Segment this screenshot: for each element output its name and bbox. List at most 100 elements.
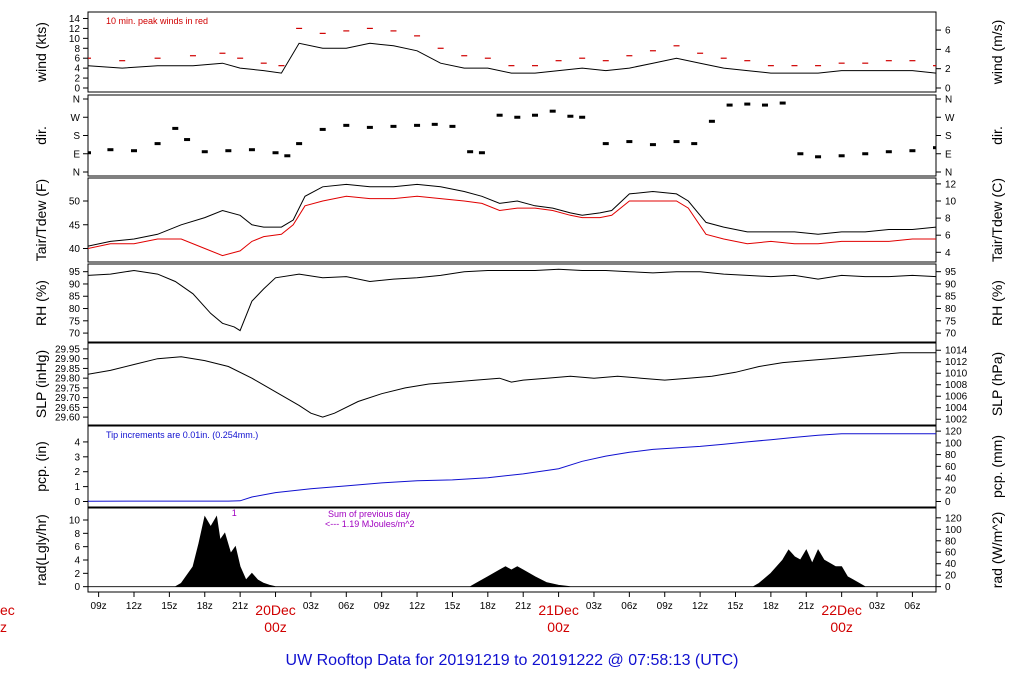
dir-dash bbox=[838, 154, 845, 158]
rad-right-tick-label: 120 bbox=[945, 513, 962, 524]
dir-left-tick-label: N bbox=[73, 95, 80, 106]
wind-series-group bbox=[88, 27, 936, 74]
rh-right-tick-label: 70 bbox=[945, 329, 957, 340]
chart-title: UW Rooftop Data for 20191219 to 20191222… bbox=[286, 652, 739, 669]
wind-right-tick-label: 4 bbox=[945, 45, 951, 56]
dir-left-tick-label: E bbox=[73, 149, 80, 160]
rad-annotation-line2: <--- 1.19 MJoules/m^2 bbox=[325, 519, 415, 529]
slp-left-tick-label: 29.65 bbox=[55, 403, 80, 414]
dir-dash bbox=[744, 102, 751, 106]
dir-dash bbox=[272, 151, 279, 155]
dir-left-tick-label: N bbox=[73, 168, 80, 179]
x-tick-label: 06z bbox=[904, 601, 920, 612]
dir-dash bbox=[761, 103, 768, 107]
dir-dash bbox=[602, 142, 609, 146]
x-tick-label: 21z bbox=[515, 601, 531, 612]
slp-right-tick-label: 1014 bbox=[945, 346, 968, 357]
temp-left-tick-label: 45 bbox=[69, 220, 81, 231]
dir-dash bbox=[579, 115, 586, 119]
rad-left-tick-label: 8 bbox=[74, 529, 80, 540]
x-tick-label: 18z bbox=[480, 601, 496, 612]
slp-right-tick-label: 1006 bbox=[945, 392, 968, 403]
dir-dash bbox=[815, 155, 822, 159]
temp-Tair-line bbox=[88, 183, 936, 247]
pcp-series-group bbox=[88, 433, 936, 502]
x-tick-label: 15z bbox=[161, 601, 177, 612]
dir-right-tick-label: E bbox=[945, 149, 952, 160]
x-tick-label: 12z bbox=[692, 601, 708, 612]
rh-left-tick-label: 85 bbox=[69, 292, 81, 303]
dir-dash bbox=[414, 123, 421, 127]
dir-right-tick-label: N bbox=[945, 95, 952, 106]
slp-ylabel-left: SLP (inHg) bbox=[33, 350, 49, 418]
slp-left-tick-label: 29.75 bbox=[55, 383, 80, 394]
dir-dash bbox=[779, 101, 786, 105]
rad-left-tick-label: 6 bbox=[74, 542, 80, 553]
rh-right-tick-label: 95 bbox=[945, 267, 957, 278]
dir-dash bbox=[673, 140, 680, 144]
temp-right-tick-label: 4 bbox=[945, 248, 951, 259]
slp-left-tick-label: 29.85 bbox=[55, 364, 80, 375]
pcp-ylabel-right: pcp. (mm) bbox=[989, 435, 1005, 498]
dir-dash bbox=[154, 142, 161, 146]
wind-left-tick-label: 8 bbox=[74, 44, 80, 55]
x-tick-label: 21z bbox=[232, 601, 248, 612]
wind-frame bbox=[87, 11, 937, 93]
slp-left-tick-label: 29.90 bbox=[55, 354, 80, 365]
temp-right-tick-label: 6 bbox=[945, 231, 951, 242]
rad-left-tick-label: 2 bbox=[74, 569, 80, 580]
dir-dash bbox=[885, 150, 892, 154]
rad-ylabel-left: rad(Lgly/hr) bbox=[33, 514, 49, 586]
rh-series-group bbox=[88, 268, 936, 332]
dir-right-tick-label: S bbox=[945, 131, 952, 142]
x-tick-label: 18z bbox=[197, 601, 213, 612]
dir-dash bbox=[797, 152, 804, 156]
x-tick-label: 06z bbox=[338, 601, 354, 612]
x-tick-label: 21z bbox=[798, 601, 814, 612]
dir-dash bbox=[201, 150, 208, 154]
slp-ylabel-right: SLP (hPa) bbox=[989, 352, 1005, 416]
dir-ylabel-right: dir. bbox=[989, 126, 1005, 145]
dir-dash bbox=[343, 123, 350, 127]
pcp-right-tick-label: 40 bbox=[945, 474, 957, 485]
x-tick-label: 18z bbox=[763, 601, 779, 612]
rh-ylabel-right: RH (%) bbox=[989, 280, 1005, 326]
rad-right-tick-label: 40 bbox=[945, 559, 957, 570]
dir-dash bbox=[862, 152, 869, 156]
dir-dash bbox=[567, 114, 574, 118]
day-time-label: 00z bbox=[830, 619, 853, 635]
dir-right-tick-label: W bbox=[945, 113, 955, 124]
dir-dash bbox=[531, 113, 538, 117]
pcp-left-tick-label: 0 bbox=[74, 497, 80, 508]
day-label-partial: ec bbox=[0, 602, 15, 618]
temp-right-tick-label: 10 bbox=[945, 197, 957, 208]
dir-dash bbox=[708, 119, 715, 123]
temp-right-tick-label: 12 bbox=[945, 179, 957, 190]
slp-right-tick-label: 1004 bbox=[945, 403, 968, 414]
temp-ylabel-left: Tair/Tdew (F) bbox=[33, 179, 49, 261]
dir-dash bbox=[390, 124, 397, 128]
temp-right-tick-label: 8 bbox=[945, 214, 951, 225]
rh-right-tick-label: 75 bbox=[945, 316, 957, 327]
day-time-label: 00z bbox=[547, 619, 570, 635]
dir-dash bbox=[296, 142, 303, 146]
rh-ylabel-left: RH (%) bbox=[33, 280, 49, 326]
slp-left-tick-label: 29.95 bbox=[55, 344, 80, 355]
pcp-pcp-line bbox=[88, 433, 936, 502]
dir-dash bbox=[449, 124, 456, 128]
rad-right-tick-label: 80 bbox=[945, 536, 957, 547]
rad-area bbox=[88, 515, 936, 588]
day-time-label-partial: z bbox=[0, 619, 7, 635]
dir-left-tick-label: W bbox=[71, 113, 81, 124]
dir-dash bbox=[478, 151, 485, 155]
pcp-right-tick-label: 100 bbox=[945, 438, 962, 449]
slp-SLP-line bbox=[88, 352, 936, 418]
pcp-annotation: Tip increments are 0.01in. (0.254mm.) bbox=[106, 430, 258, 440]
wind-ylabel-right: wind (m/s) bbox=[989, 20, 1005, 86]
